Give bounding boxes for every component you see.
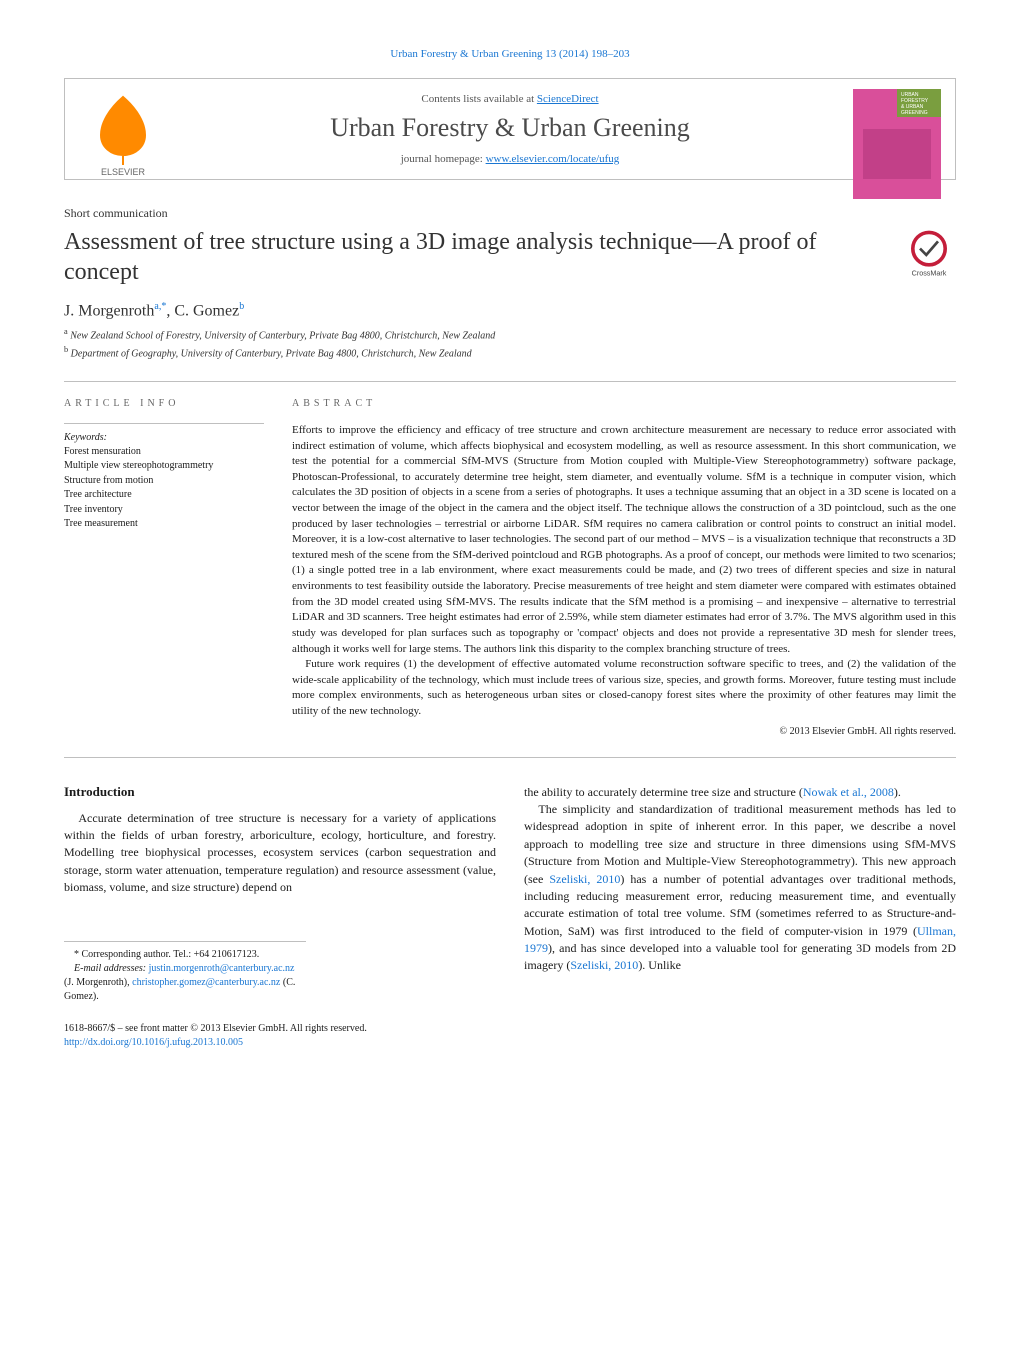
article-info-column: article info Keywords: Forest mensuratio… bbox=[64, 398, 264, 737]
keywords-label: Keywords: bbox=[64, 432, 264, 443]
body-col-left: Introduction Accurate determination of t… bbox=[64, 784, 496, 1050]
crossmark-badge[interactable]: CrossMark bbox=[902, 227, 956, 281]
abstract-p1: Efforts to improve the efficiency and ef… bbox=[292, 423, 956, 657]
section-heading-introduction: Introduction bbox=[64, 784, 496, 800]
email-addresses: E-mail addresses: justin.morgenroth@cant… bbox=[64, 962, 306, 1004]
svg-text:CrossMark: CrossMark bbox=[912, 269, 947, 278]
email-link-1[interactable]: justin.morgenroth@canterbury.ac.nz bbox=[149, 963, 295, 974]
article-info-heading: article info bbox=[64, 398, 264, 409]
email-link-2[interactable]: christopher.gomez@canterbury.ac.nz bbox=[132, 977, 280, 988]
ref-link-szeliski-2010b[interactable]: Szeliski, 2010 bbox=[570, 958, 638, 972]
keywords-list: Forest mensuration Multiple view stereop… bbox=[64, 445, 264, 532]
ref-link-szeliski-2010a[interactable]: Szeliski, 2010 bbox=[549, 872, 620, 886]
ref-link-nowak-2008[interactable]: Nowak et al., 2008 bbox=[803, 785, 894, 799]
authors: J. Morgenrotha,*, C. Gomezb bbox=[64, 301, 956, 320]
keyword: Tree architecture bbox=[64, 488, 264, 503]
abstract-copyright: © 2013 Elsevier GmbH. All rights reserve… bbox=[292, 726, 956, 737]
corresponding-author: * Corresponding author. Tel.: +64 210617… bbox=[64, 948, 306, 962]
doi-link[interactable]: http://dx.doi.org/10.1016/j.ufug.2013.10… bbox=[64, 1037, 243, 1048]
article-title: Assessment of tree structure using a 3D … bbox=[64, 227, 890, 287]
body-col-right: the ability to accurately determine tree… bbox=[524, 784, 956, 1050]
keyword: Tree inventory bbox=[64, 503, 264, 518]
footer-meta: 1618-8667/$ – see front matter © 2013 El… bbox=[64, 1022, 496, 1050]
svg-text:GREENING: GREENING bbox=[901, 110, 928, 116]
contents-available: Contents lists available at ScienceDirec… bbox=[193, 93, 827, 105]
keyword: Tree measurement bbox=[64, 517, 264, 532]
intro-para-1-right: the ability to accurately determine tree… bbox=[524, 784, 956, 801]
intro-para-1-left: Accurate determination of tree structure… bbox=[64, 810, 496, 897]
keyword: Forest mensuration bbox=[64, 445, 264, 460]
journal-homepage: journal homepage: www.elsevier.com/locat… bbox=[193, 153, 827, 165]
affiliations: a New Zealand School of Forestry, Univer… bbox=[64, 326, 956, 361]
journal-homepage-link[interactable]: www.elsevier.com/locate/ufug bbox=[486, 153, 620, 165]
issn-copyright: 1618-8667/$ – see front matter © 2013 El… bbox=[64, 1022, 496, 1036]
keyword: Multiple view stereophotogrammetry bbox=[64, 459, 264, 474]
journal-header-box: ELSEVIER URBAN FORESTRY & URBAN GREENING… bbox=[64, 78, 956, 180]
abstract-heading: abstract bbox=[292, 398, 956, 409]
journal-cover-thumb: URBAN FORESTRY & URBAN GREENING bbox=[853, 89, 941, 177]
elsevier-text: ELSEVIER bbox=[101, 167, 146, 177]
intro-para-2: The simplicity and standardization of tr… bbox=[524, 801, 956, 975]
sciencedirect-link[interactable]: ScienceDirect bbox=[537, 93, 599, 105]
footnotes: * Corresponding author. Tel.: +64 210617… bbox=[64, 941, 306, 1004]
article-type: Short communication bbox=[64, 206, 956, 221]
elsevier-logo: ELSEVIER bbox=[79, 89, 167, 177]
abstract-column: abstract Efforts to improve the efficien… bbox=[292, 398, 956, 737]
journal-name: Urban Forestry & Urban Greening bbox=[193, 113, 827, 143]
running-head: Urban Forestry & Urban Greening 13 (2014… bbox=[64, 48, 956, 60]
keyword: Structure from motion bbox=[64, 474, 264, 489]
abstract-p2: Future work requires (1) the development… bbox=[292, 657, 956, 719]
